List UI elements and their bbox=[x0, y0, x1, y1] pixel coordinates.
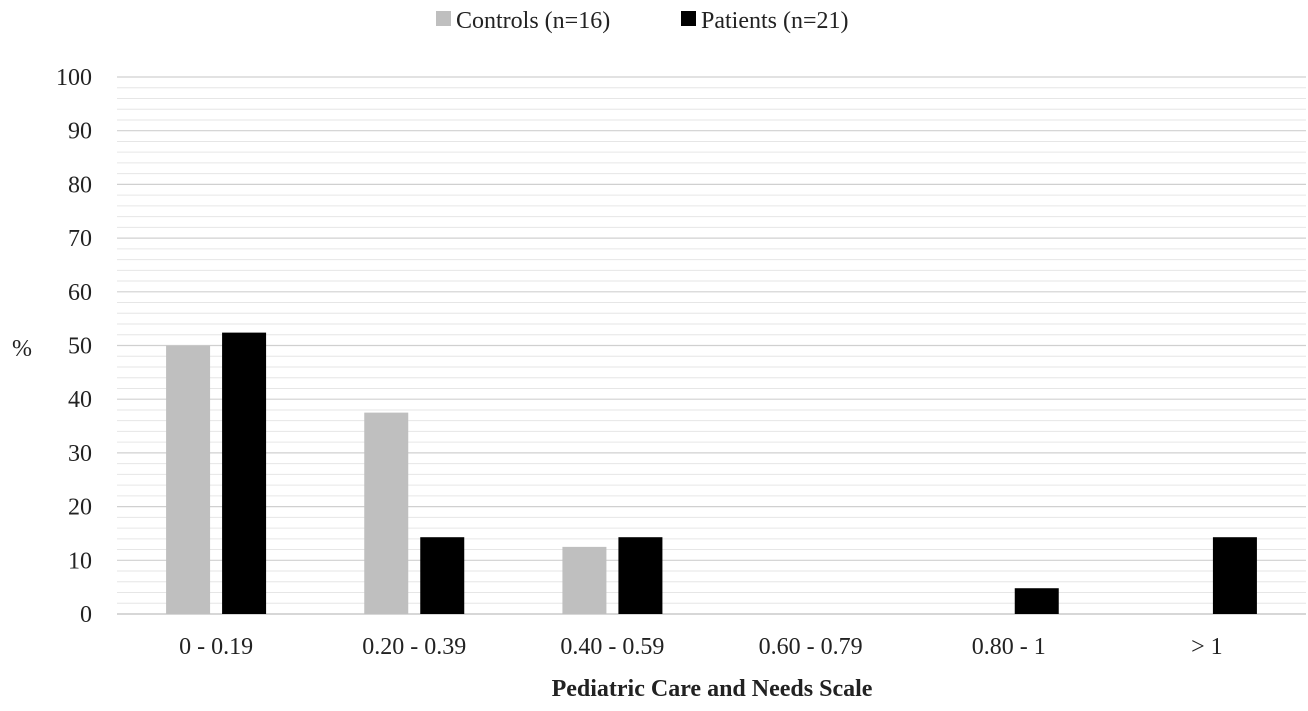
legend-label: Controls (n=16) bbox=[456, 8, 610, 34]
bar-patients bbox=[222, 332, 267, 614]
bar-controls bbox=[166, 345, 211, 614]
bar-patients bbox=[1014, 588, 1059, 614]
x-axis-categories: 0 - 0.19 0.20 - 0.39 0.40 - 0.59 0.60 - 0.7… bbox=[179, 634, 1223, 660]
y-tick-label: 80 bbox=[68, 172, 92, 198]
x-category-label: 0.80 - 1 bbox=[972, 634, 1046, 660]
y-tick-label: 10 bbox=[68, 548, 92, 574]
x-category-label: 0.40 - 0.59 bbox=[560, 634, 664, 660]
y-tick-label: 50 bbox=[68, 334, 92, 360]
legend-swatch bbox=[436, 11, 451, 26]
y-tick-label: 30 bbox=[68, 441, 92, 467]
y-tick-label: 90 bbox=[68, 119, 92, 145]
x-category-label: > 1 bbox=[1191, 634, 1223, 660]
bar-patients bbox=[1212, 537, 1257, 614]
y-tick-label: 100 bbox=[56, 65, 92, 91]
y-tick-label: 20 bbox=[68, 495, 92, 521]
x-category-label: 0.20 - 0.39 bbox=[362, 634, 466, 660]
y-tick-label: 70 bbox=[68, 226, 92, 252]
bar-controls bbox=[562, 546, 607, 614]
bar-patients bbox=[618, 537, 663, 614]
legend: Controls (n=16) Patients (n=21) bbox=[436, 8, 849, 34]
bar-controls bbox=[364, 412, 409, 614]
legend-label: Patients (n=21) bbox=[701, 8, 849, 34]
legend-swatch bbox=[681, 11, 696, 26]
y-tick-label: 0 bbox=[80, 602, 92, 628]
bars bbox=[166, 332, 1257, 614]
y-tick-label: 60 bbox=[68, 280, 92, 306]
x-category-label: 0 - 0.19 bbox=[179, 634, 253, 660]
x-category-label: 0.60 - 0.79 bbox=[759, 634, 863, 660]
gridlines bbox=[117, 76, 1306, 615]
y-axis-ticks: 0 10 20 30 40 50 60 70 80 90 100 bbox=[56, 65, 92, 628]
x-axis-title: Pediatric Care and Needs Scale bbox=[552, 676, 873, 702]
y-axis-label: % bbox=[12, 336, 32, 362]
y-tick-label: 40 bbox=[68, 387, 92, 413]
bar-patients bbox=[420, 537, 465, 614]
